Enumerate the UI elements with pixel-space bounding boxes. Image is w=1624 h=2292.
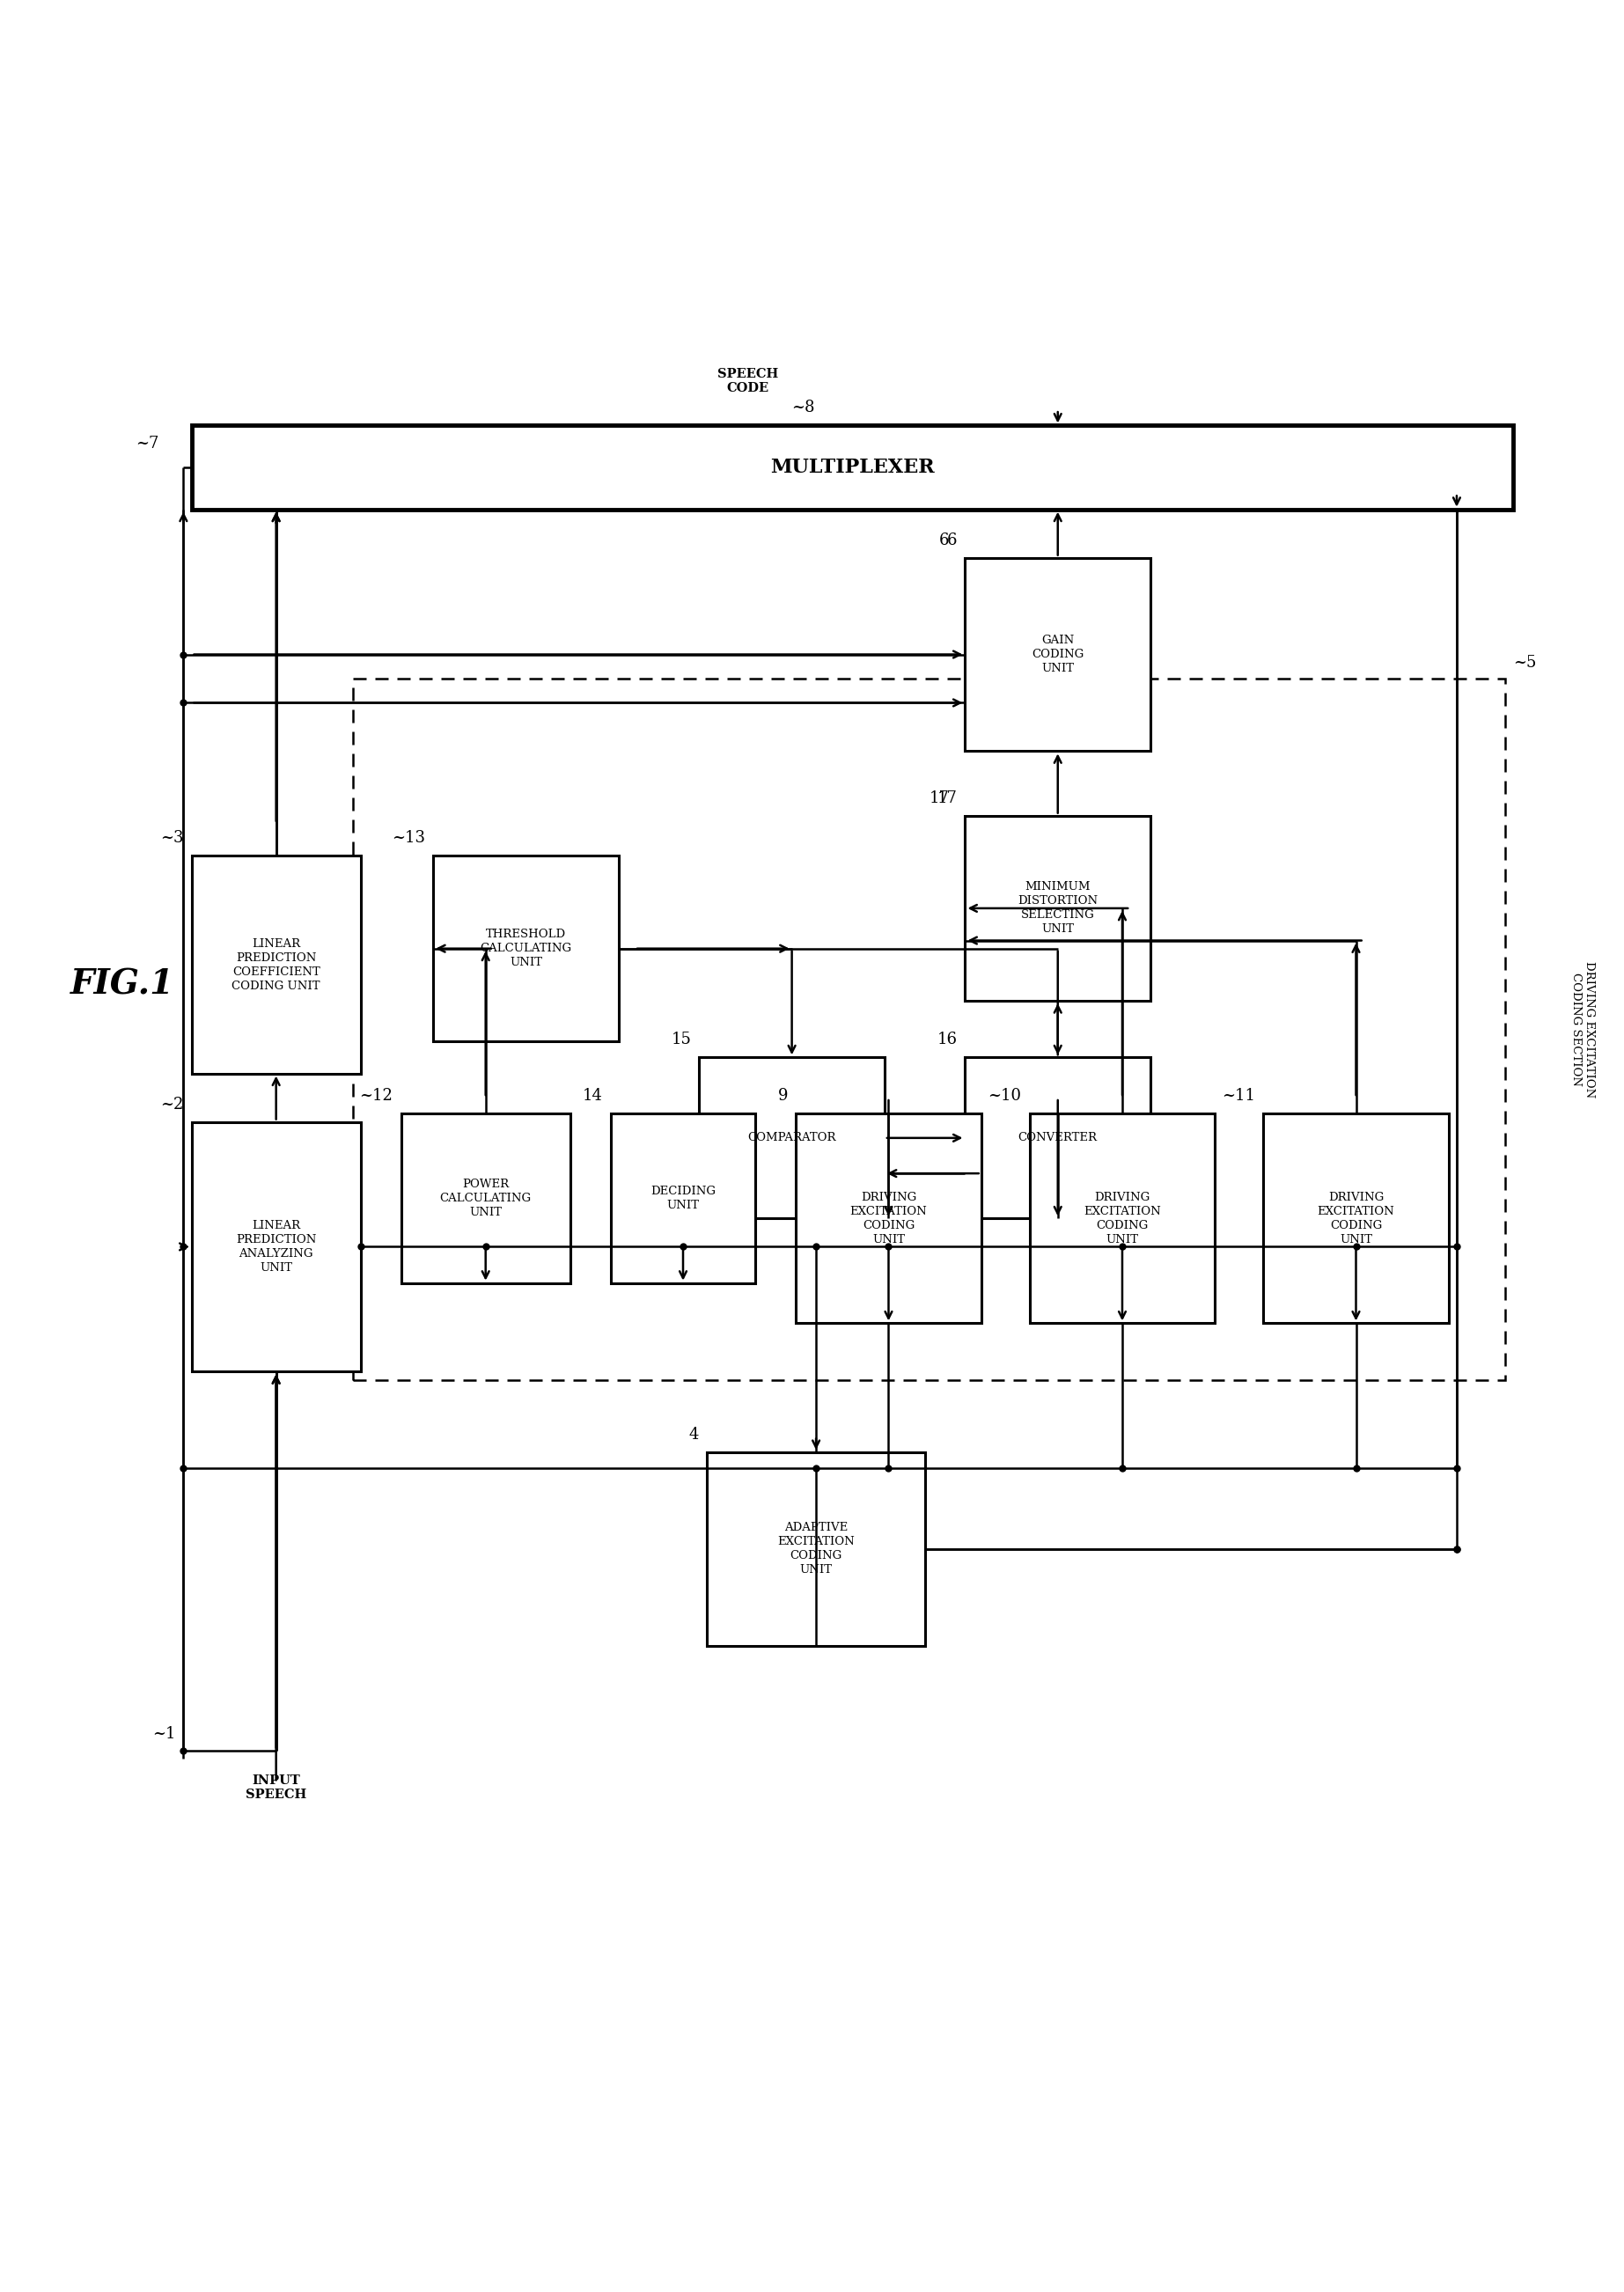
Bar [796,1114,981,1322]
Text: ~8: ~8 [791,399,814,415]
Text: LINEAR
PREDICTION
COEFFICIENT
CODING UNIT: LINEAR PREDICTION COEFFICIENT CODING UNI… [232,937,320,992]
Text: 9: 9 [778,1089,788,1105]
Text: FIG.1: FIG.1 [70,967,174,1002]
Bar [1030,1114,1215,1322]
Text: CONVERTER: CONVERTER [1018,1132,1098,1144]
Text: MINIMUM
DISTORTION
SELECTING
UNIT: MINIMUM DISTORTION SELECTING UNIT [1018,882,1098,935]
Text: DRIVING
EXCITATION
CODING
UNIT: DRIVING EXCITATION CODING UNIT [849,1192,927,1245]
Text: ~5: ~5 [1514,656,1536,672]
Text: ~13: ~13 [391,830,425,846]
Bar [401,1114,570,1284]
Text: 4: 4 [689,1426,700,1442]
Bar [611,1114,755,1284]
Text: MULTIPLEXER: MULTIPLEXER [770,458,934,477]
Text: 6: 6 [939,532,948,548]
Bar [700,1057,885,1219]
Text: ~1: ~1 [153,1726,175,1742]
Text: 6: 6 [947,532,957,548]
Text: THRESHOLD
CALCULATING
UNIT: THRESHOLD CALCULATING UNIT [481,928,572,967]
Text: ~2: ~2 [161,1096,184,1112]
Text: ~11: ~11 [1221,1089,1255,1105]
Text: SPEECH
CODE: SPEECH CODE [718,367,778,394]
Bar [965,1057,1150,1219]
Bar [352,678,1505,1380]
Text: 15: 15 [671,1031,692,1047]
Text: 16: 16 [937,1031,957,1047]
Text: DRIVING
EXCITATION
CODING
UNIT: DRIVING EXCITATION CODING UNIT [1317,1192,1395,1245]
Text: ~7: ~7 [136,435,159,452]
Text: ~12: ~12 [359,1089,393,1105]
Bar [965,816,1150,1002]
Text: INPUT
SPEECH: INPUT SPEECH [245,1774,307,1802]
Text: ~10: ~10 [987,1089,1021,1105]
Bar [192,1121,361,1371]
Text: GAIN
CODING
UNIT: GAIN CODING UNIT [1031,635,1083,674]
Text: ~3: ~3 [161,830,184,846]
Bar [192,855,361,1073]
Text: POWER
CALCULATING
UNIT: POWER CALCULATING UNIT [440,1178,531,1217]
Text: 17: 17 [937,791,957,807]
Bar [192,426,1514,509]
Text: 17: 17 [929,791,948,807]
Bar [965,557,1150,752]
Text: DRIVING EXCITATION
CODING SECTION: DRIVING EXCITATION CODING SECTION [1570,960,1595,1098]
Text: 14: 14 [583,1089,603,1105]
Bar [434,855,619,1041]
Text: LINEAR
PREDICTION
ANALYZING
UNIT: LINEAR PREDICTION ANALYZING UNIT [235,1219,317,1274]
Text: DRIVING
EXCITATION
CODING
UNIT: DRIVING EXCITATION CODING UNIT [1083,1192,1161,1245]
Text: ADAPTIVE
EXCITATION
CODING
UNIT: ADAPTIVE EXCITATION CODING UNIT [778,1522,854,1577]
Bar [1263,1114,1449,1322]
Bar [706,1453,924,1646]
Text: DECIDING
UNIT: DECIDING UNIT [651,1185,716,1210]
Text: COMPARATOR: COMPARATOR [747,1132,836,1144]
